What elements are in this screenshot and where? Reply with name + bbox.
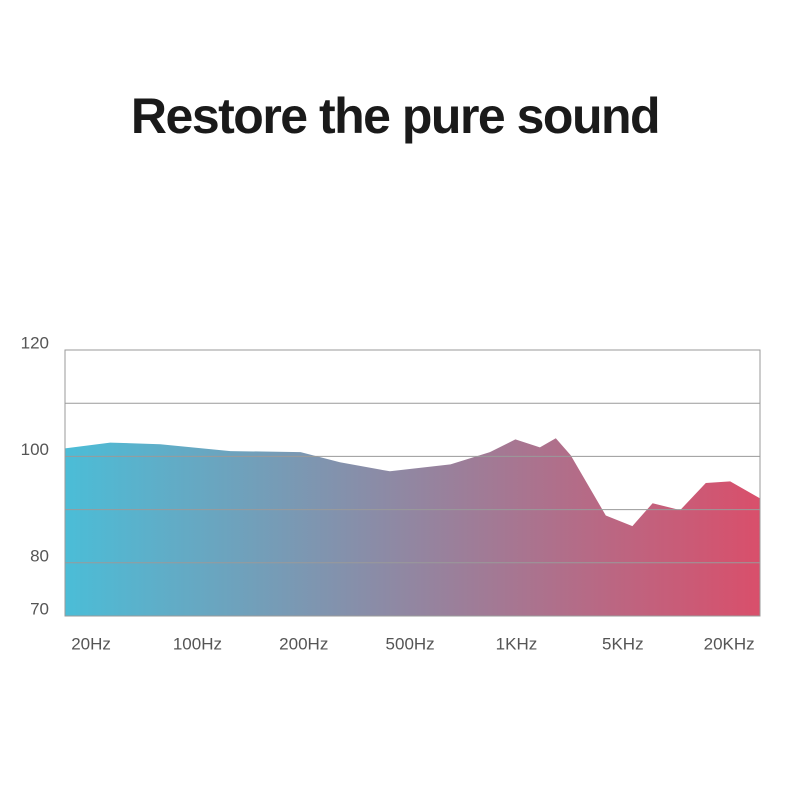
y-tick-label: 70 xyxy=(30,599,49,618)
x-tick-label: 20KHz xyxy=(704,634,755,653)
x-tick-label: 500Hz xyxy=(386,634,435,653)
y-tick-label: 100 xyxy=(21,440,49,459)
y-tick-label: 80 xyxy=(30,546,49,565)
y-tick-label: 120 xyxy=(21,333,49,352)
plot-frame xyxy=(64,349,761,617)
area xyxy=(65,438,760,616)
chart-title: Restore the pure sound xyxy=(131,88,659,144)
x-tick-label: 1KHz xyxy=(496,634,538,653)
x-tick-label: 200Hz xyxy=(279,634,328,653)
x-tick-label: 20Hz xyxy=(71,634,111,653)
x-tick-label: 5KHz xyxy=(602,634,644,653)
x-tick-label: 100Hz xyxy=(173,634,222,653)
